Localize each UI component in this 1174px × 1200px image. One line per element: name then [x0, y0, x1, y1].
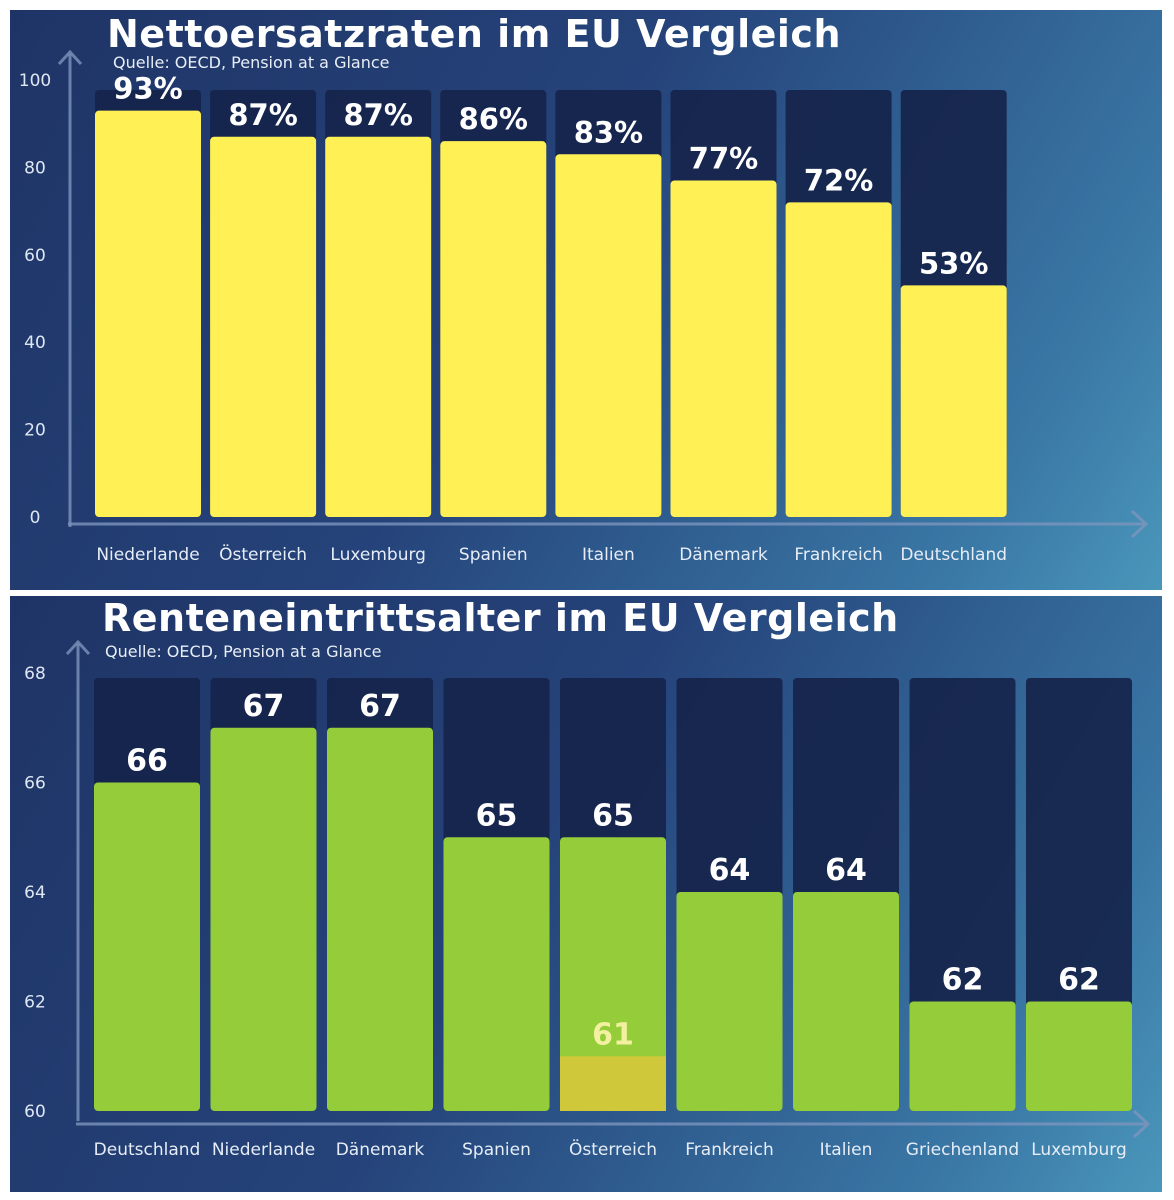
bar	[325, 136, 432, 517]
bar	[443, 837, 550, 1111]
bar-value-label: 87%	[343, 98, 412, 132]
bar-value-label: 87%	[228, 98, 297, 132]
chart-panel-retirement-age: Renteneintrittsalter im EU Vergleich Que…	[10, 596, 1162, 1192]
x-category-label: Italien	[582, 545, 635, 565]
chart-title: Nettoersatzraten im EU Vergleich	[107, 12, 842, 56]
x-category-label: Griechenland	[906, 1140, 1019, 1160]
bar-value-label: 67	[243, 689, 285, 724]
x-category-label: Österreich	[219, 543, 307, 565]
x-category-label: Deutschland	[900, 545, 1007, 565]
bar	[210, 727, 317, 1111]
bar	[440, 141, 547, 517]
y-tick-label: 80	[24, 158, 46, 178]
bar	[95, 110, 201, 517]
bar-value-label: 72%	[804, 163, 873, 197]
x-category-label: Italien	[820, 1140, 873, 1160]
bar-chart-retirement-age: 60 62 64 66 68 66 Deutschland 67 Niederlande 67 Dä…	[24, 639, 1151, 1160]
chart-panel-replacement-rates: Nettoersatzraten im EU Vergleich Quelle:…	[10, 10, 1162, 590]
bar-value-label: 65	[476, 798, 518, 833]
bar-value-label: 62	[1058, 963, 1100, 998]
bar	[676, 892, 783, 1111]
chart-title: Renteneintrittsalter im EU Vergleich	[102, 596, 899, 640]
x-category-label: Österreich	[569, 1138, 657, 1160]
bar-value-label: 83%	[574, 115, 643, 149]
x-category-label: Spanien	[459, 545, 528, 565]
annotation-bar-segment	[560, 1056, 666, 1111]
bar-value-label: 65	[592, 798, 634, 833]
bar-value-label: 77%	[689, 142, 758, 176]
x-category-label: Dänemark	[336, 1140, 425, 1160]
x-category-label: Deutschland	[94, 1140, 201, 1160]
bar-value-label: 93%	[113, 72, 182, 106]
y-tick-label: 0	[30, 508, 41, 528]
bar	[793, 892, 899, 1111]
x-category-label: Luxemburg	[330, 545, 426, 565]
bar-value-label: 64	[709, 853, 751, 888]
chart-source: Quelle: OECD, Pension at a Glance	[105, 642, 382, 661]
y-axis-arrow	[57, 49, 83, 66]
bar	[900, 285, 1007, 517]
y-tick-label: 40	[24, 333, 46, 353]
bar	[909, 1001, 1016, 1111]
bar	[785, 202, 892, 518]
bar	[1026, 1001, 1132, 1111]
bar-chart-replacement-rates: 0 20 40 60 80 100 93% Niederlande 87% Österreich 8…	[19, 49, 1149, 565]
y-tick-label: 66	[24, 774, 46, 794]
y-axis-arrow	[65, 639, 91, 656]
bar	[670, 180, 777, 517]
y-tick-label: 100	[19, 71, 51, 91]
annotation-value-label: 61	[592, 1017, 634, 1052]
y-tick-label: 62	[24, 993, 46, 1013]
bar	[327, 727, 433, 1111]
chart-source: Quelle: OECD, Pension at a Glance	[113, 53, 390, 72]
y-tick-label: 64	[24, 883, 46, 903]
y-tick-label: 60	[24, 246, 46, 266]
bar-value-label: 67	[359, 689, 401, 724]
x-category-label: Luxemburg	[1031, 1140, 1127, 1160]
x-category-label: Dänemark	[679, 545, 768, 565]
x-category-label: Frankreich	[794, 545, 883, 565]
y-tick-label: 60	[24, 1102, 46, 1122]
bar-value-label: 53%	[919, 246, 988, 280]
x-category-label: Niederlande	[212, 1140, 315, 1160]
x-axis-arrow	[1132, 1109, 1151, 1139]
x-axis-arrow	[1130, 509, 1149, 539]
bar-value-label: 64	[825, 853, 867, 888]
y-tick-label: 68	[24, 664, 46, 684]
bar-value-label: 86%	[459, 102, 528, 136]
bar-value-label: 62	[942, 963, 984, 998]
x-category-label: Frankreich	[685, 1140, 774, 1160]
bar	[210, 136, 317, 517]
bar	[560, 837, 666, 1111]
x-category-label: Niederlande	[96, 545, 199, 565]
x-category-label: Spanien	[462, 1140, 531, 1160]
y-tick-label: 20	[24, 421, 46, 441]
bar	[555, 154, 662, 518]
bar	[94, 782, 200, 1111]
bar-value-label: 66	[126, 744, 168, 779]
